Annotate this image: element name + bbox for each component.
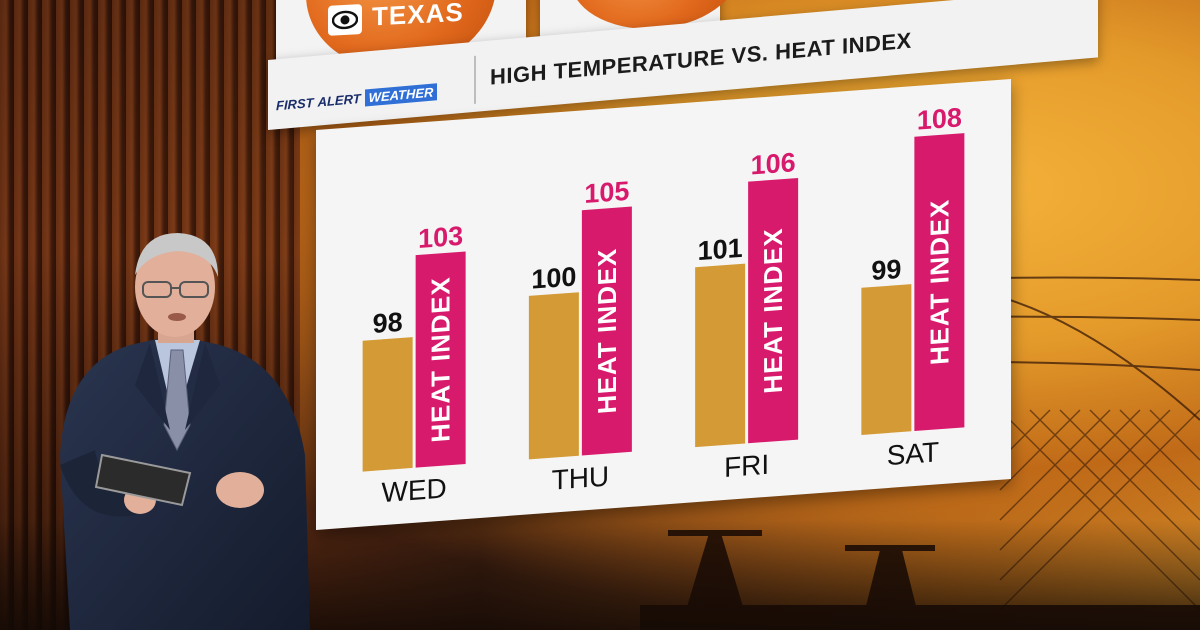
data-label-high-temp-wed: 98 (373, 307, 403, 339)
data-label-high-temp-sat: 99 (871, 254, 901, 286)
bar-heat-index-sat (914, 133, 965, 432)
brand-alert: ALERT (317, 90, 361, 110)
brand-first: FIRST (276, 94, 314, 113)
station-name: TEXAS (372, 0, 464, 32)
bar-high-temp-sat (861, 284, 912, 435)
cbs-eye-icon (328, 4, 362, 36)
bar-heat-index-wed (415, 251, 466, 468)
series-label-heat-index-sat: HEAT INDEX (924, 198, 954, 366)
tick-label-sat: SAT (887, 436, 939, 471)
series-label-heat-index-thu: HEAT INDEX (592, 247, 622, 415)
bar-heat-index-thu (581, 206, 632, 456)
station-logo-panel: TEXAS (276, 0, 526, 102)
presenter (60, 233, 310, 630)
chart-board: 98 103 HEAT INDEX WED 100 105 HEAT INDEX THU 101… (316, 78, 1011, 530)
data-label-heat-index-wed: 103 (418, 221, 463, 254)
data-label-heat-index-thu: 105 (584, 176, 629, 209)
data-label-high-temp-fri: 101 (698, 233, 743, 266)
bar-high-temp-fri (695, 263, 746, 448)
brand-weather: WEATHER (364, 82, 438, 107)
data-label-heat-index-fri: 106 (751, 147, 796, 180)
title-divider (474, 55, 476, 104)
series-label-heat-index-wed: HEAT INDEX (426, 276, 456, 444)
bar-chart: 98 103 HEAT INDEX WED 100 105 HEAT INDEX THU 101… (362, 102, 965, 508)
bar-heat-index-fri (748, 177, 799, 444)
series-label-heat-index-fri: HEAT INDEX (758, 227, 788, 395)
data-label-heat-index-sat: 108 (917, 102, 962, 135)
tick-label-fri: FRI (724, 449, 769, 483)
bar-high-temp-wed (362, 337, 413, 472)
tick-label-thu: THU (552, 461, 610, 496)
bar-high-temp-thu (528, 292, 579, 460)
data-label-high-temp-thu: 100 (531, 261, 576, 294)
tick-label-wed: WED (381, 472, 446, 508)
